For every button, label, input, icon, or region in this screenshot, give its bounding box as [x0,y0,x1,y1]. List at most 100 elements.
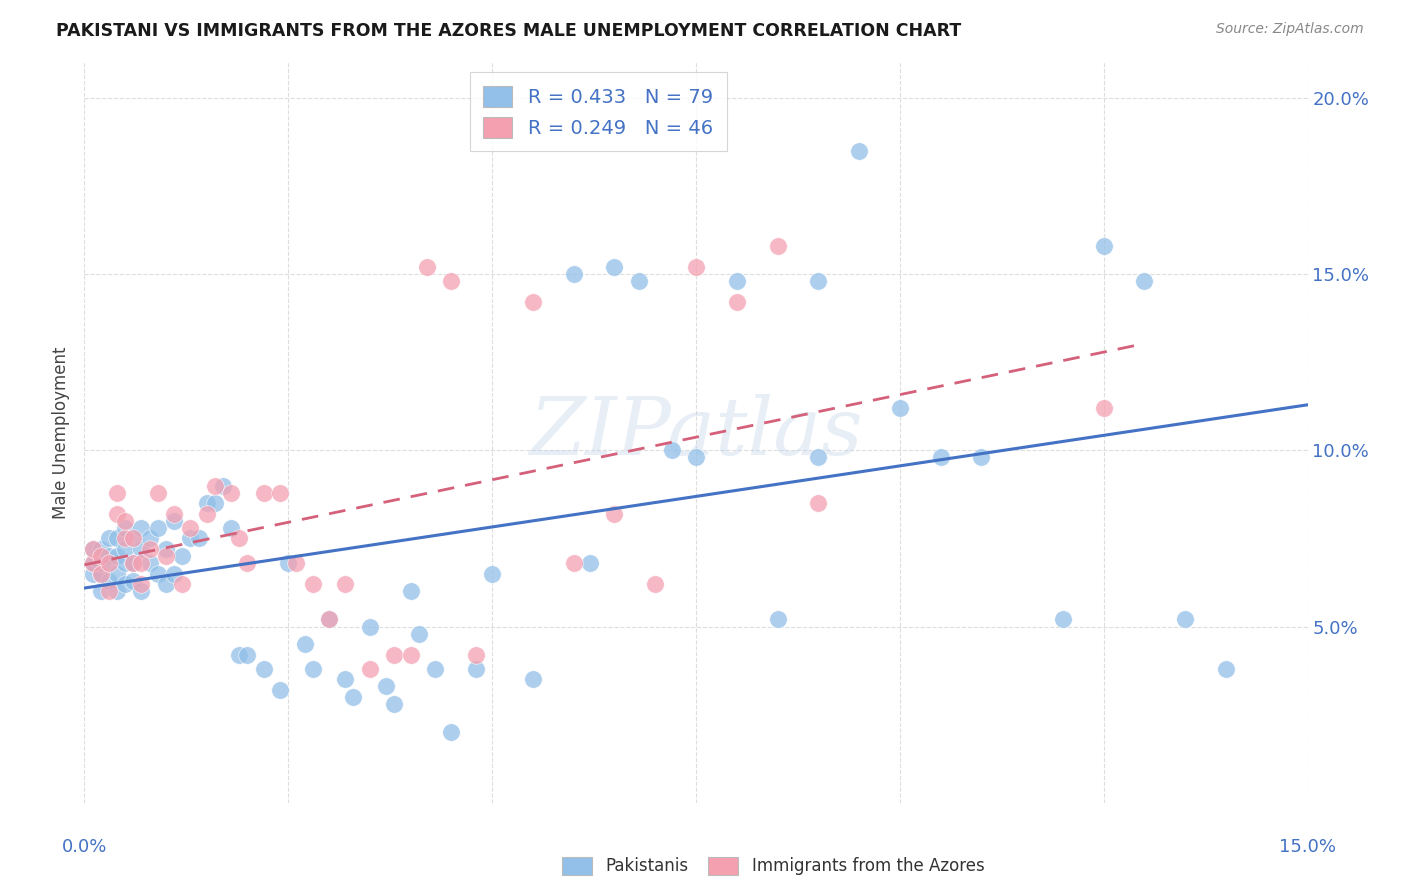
Text: PAKISTANI VS IMMIGRANTS FROM THE AZORES MALE UNEMPLOYMENT CORRELATION CHART: PAKISTANI VS IMMIGRANTS FROM THE AZORES … [56,22,962,40]
Point [90,566,112,581]
Point [375,680,398,694]
Point [440,274,463,288]
Point [929,450,952,465]
Point [335,673,357,687]
Point [685,260,707,274]
Point [163,514,186,528]
Point [97,532,120,546]
Point [163,566,186,581]
Point [1133,274,1156,288]
Legend: R = 0.433   N = 79, R = 0.249   N = 46: R = 0.433 N = 79, R = 0.249 N = 46 [470,72,727,152]
Point [382,648,405,662]
Point [82,541,104,556]
Point [122,532,145,546]
Point [725,274,748,288]
Point [889,401,911,415]
Point [97,584,120,599]
Point [114,577,136,591]
Point [399,648,422,662]
Point [82,541,104,556]
Point [82,556,104,570]
Point [90,556,112,570]
Point [146,521,169,535]
Point [138,541,160,556]
Point [335,577,357,591]
Point [522,295,544,310]
Point [105,584,128,599]
Point [562,267,585,281]
Text: ZIPatlas: ZIPatlas [529,394,863,471]
Point [228,648,250,662]
Point [399,584,422,599]
Point [172,549,194,563]
Point [195,507,218,521]
Point [579,556,602,570]
Point [522,673,544,687]
Point [1174,612,1197,626]
Point [122,574,145,588]
Point [122,556,145,570]
Point [138,532,160,546]
Point [179,521,201,535]
Point [179,532,201,546]
Point [766,612,789,626]
Point [131,556,153,570]
Point [155,541,177,556]
Point [114,514,136,528]
Point [105,566,128,581]
Point [766,239,789,253]
Text: Source: ZipAtlas.com: Source: ZipAtlas.com [1216,22,1364,37]
Point [269,683,291,698]
Point [725,295,748,310]
Point [131,584,153,599]
Point [163,507,186,521]
Point [97,556,120,570]
Point [114,532,136,546]
Point [661,443,683,458]
Point [195,496,218,510]
Point [219,521,242,535]
Point [301,662,323,676]
Point [627,274,650,288]
Point [464,662,486,676]
Point [146,485,169,500]
Point [603,507,626,521]
Point [138,556,160,570]
Point [408,626,430,640]
Point [114,521,136,535]
Point [90,549,112,563]
Point [359,662,381,676]
Point [155,549,177,563]
Point [359,619,381,633]
Point [97,556,120,570]
Point [807,450,830,465]
Y-axis label: Male Unemployment: Male Unemployment [52,346,70,519]
Point [269,485,291,500]
Point [848,144,870,158]
Point [416,260,439,274]
Point [146,566,169,581]
Point [131,541,153,556]
Point [131,577,153,591]
Point [440,725,463,739]
Point [114,556,136,570]
Point [1092,239,1115,253]
Point [228,532,250,546]
Point [1052,612,1074,626]
Point [644,577,666,591]
Text: 15.0%: 15.0% [1279,838,1336,856]
Point [114,541,136,556]
Point [253,485,276,500]
Point [105,507,128,521]
Point [685,450,707,465]
Point [122,556,145,570]
Point [97,574,120,588]
Point [105,485,128,500]
Point [82,566,104,581]
Point [277,556,299,570]
Legend: Pakistanis, Immigrants from the Azores: Pakistanis, Immigrants from the Azores [555,850,991,882]
Point [807,274,830,288]
Point [90,584,112,599]
Point [236,556,259,570]
Point [970,450,993,465]
